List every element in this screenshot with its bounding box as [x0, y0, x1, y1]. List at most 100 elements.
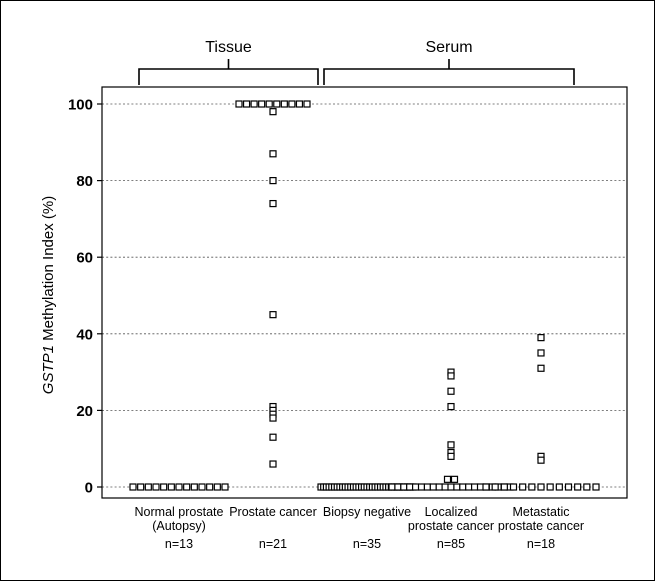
- y-axis-label: GSTP1 Methylation Index (%): [40, 196, 57, 394]
- data-point: [213, 483, 221, 491]
- data-point: [288, 100, 296, 108]
- data-point: [453, 483, 461, 491]
- y-tick-label: 100: [68, 97, 93, 114]
- y-axis-label-italic: GSTP1: [40, 345, 57, 394]
- data-point: [447, 387, 455, 395]
- category-label: prostate cancer: [498, 519, 584, 533]
- data-point: [167, 483, 175, 491]
- data-point: [465, 483, 473, 491]
- data-point: [406, 483, 414, 491]
- bracket-tissue: [138, 59, 319, 85]
- plot-area-border: [101, 86, 628, 499]
- data-point: [269, 433, 277, 441]
- data-point: [564, 483, 573, 491]
- data-point: [400, 483, 408, 491]
- data-point: [471, 483, 479, 491]
- data-point: [450, 475, 459, 483]
- data-points: [129, 100, 600, 491]
- y-tick-label: 60: [76, 250, 93, 267]
- bracket-serum: [323, 59, 575, 85]
- data-point: [447, 441, 455, 449]
- data-point: [258, 100, 266, 108]
- category-label: Metastatic: [513, 505, 570, 519]
- category-label: Normal prostate: [135, 505, 224, 519]
- data-point: [388, 483, 396, 491]
- category-label: Localized: [425, 505, 478, 519]
- data-point: [447, 483, 455, 491]
- data-point: [583, 483, 591, 491]
- category-n-label: n=21: [259, 537, 287, 551]
- data-point: [250, 100, 258, 108]
- data-point: [137, 483, 145, 491]
- data-point: [206, 483, 214, 491]
- data-point: [269, 150, 277, 158]
- data-point: [546, 483, 554, 491]
- data-point: [537, 349, 545, 357]
- y-axis-label-rest: Methylation Index (%): [40, 196, 57, 345]
- data-point: [429, 483, 437, 491]
- category-n-label: n=13: [165, 537, 193, 551]
- data-point: [269, 460, 277, 468]
- data-point: [235, 100, 243, 108]
- data-point: [242, 100, 251, 108]
- data-point: [447, 452, 455, 460]
- data-point: [280, 100, 288, 108]
- data-point: [183, 483, 191, 491]
- data-point: [160, 483, 168, 491]
- data-point: [269, 199, 277, 208]
- data-point: [443, 475, 452, 483]
- y-tick-label: 0: [85, 480, 93, 497]
- data-point: [198, 483, 206, 491]
- category-label: Biopsy negative: [323, 505, 411, 519]
- data-point: [537, 364, 545, 372]
- y-tick-label: 20: [76, 403, 93, 420]
- data-point: [273, 100, 281, 108]
- data-point: [221, 483, 229, 491]
- data-point: [491, 483, 499, 491]
- data-point: [537, 334, 545, 342]
- category-n-label: n=18: [527, 537, 555, 551]
- axes: 0 20 40 60 80 100: [68, 86, 628, 499]
- category-n-label: n=35: [353, 537, 381, 551]
- data-point: [528, 483, 536, 491]
- data-point: [269, 311, 277, 319]
- data-point: [152, 483, 160, 491]
- data-point: [269, 414, 277, 422]
- data-point: [190, 483, 198, 491]
- data-point: [394, 483, 402, 491]
- data-point: [303, 100, 311, 108]
- data-point: [500, 483, 508, 491]
- data-point: [447, 402, 455, 411]
- data-point: [423, 483, 431, 491]
- category-labels: Normal prostate(Autopsy) n=13 Prostate can…: [135, 505, 585, 551]
- data-point: [482, 483, 490, 491]
- group-brackets: Tissue Serum: [138, 39, 575, 85]
- data-point: [295, 100, 304, 108]
- data-point: [555, 483, 563, 491]
- data-point: [435, 483, 443, 491]
- data-point: [447, 372, 455, 380]
- data-point: [265, 100, 273, 108]
- data-point: [269, 177, 277, 185]
- bracket-label-tissue: Tissue: [205, 39, 252, 56]
- data-point: [441, 483, 449, 491]
- data-point: [175, 483, 183, 491]
- data-point: [537, 483, 545, 491]
- data-point: [592, 483, 600, 491]
- category-n-label: n=85: [437, 537, 465, 551]
- bracket-label-serum: Serum: [425, 39, 472, 56]
- y-tick-label: 80: [76, 173, 93, 190]
- category-label: prostate cancer: [408, 519, 494, 533]
- category-label: (Autopsy): [152, 519, 206, 533]
- y-tick-label: 40: [76, 326, 93, 343]
- data-point: [459, 483, 467, 491]
- data-point: [509, 483, 518, 491]
- data-point: [574, 483, 582, 491]
- data-point: [519, 483, 527, 491]
- data-point: [144, 483, 152, 491]
- category-label: Prostate cancer: [229, 505, 317, 519]
- data-point: [537, 456, 545, 464]
- data-point: [412, 483, 420, 491]
- data-point: [269, 108, 277, 116]
